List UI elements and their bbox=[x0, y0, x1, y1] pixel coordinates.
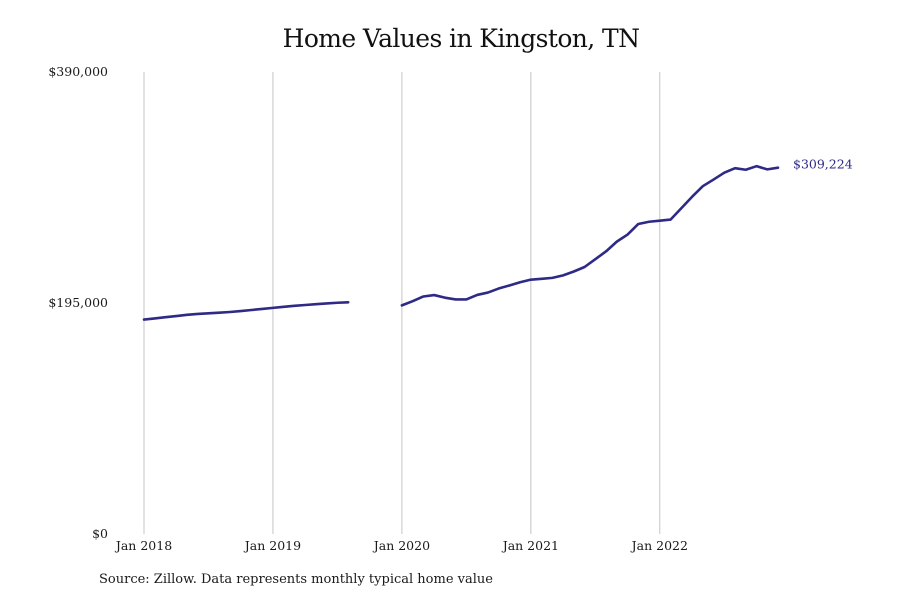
y-tick-label: $0 bbox=[92, 526, 108, 541]
x-axis-ticks: Jan 2018 Jan 2019 Jan 2020 Jan 2021 Jan 2022 bbox=[114, 538, 688, 553]
series-lines bbox=[142, 164, 780, 321]
end-value-label: $309,224 bbox=[793, 157, 853, 172]
x-tick-label: Jan 2021 bbox=[501, 538, 559, 553]
gridlines bbox=[143, 72, 661, 534]
x-tick-label: Jan 2019 bbox=[243, 538, 301, 553]
x-tick-label: Jan 2022 bbox=[630, 538, 688, 553]
end-labels: $309,224 bbox=[793, 157, 853, 172]
y-tick-label: $390,000 bbox=[48, 64, 108, 79]
source-note: Source: Zillow. Data represents monthly … bbox=[99, 572, 493, 587]
y-tick-label: $195,000 bbox=[48, 295, 108, 310]
series-line-segment bbox=[142, 300, 350, 321]
series-line-segment bbox=[400, 164, 780, 307]
x-tick-label: Jan 2020 bbox=[372, 538, 430, 553]
chart-title: Home Values in Kingston, TN bbox=[282, 24, 640, 53]
x-tick-label: Jan 2018 bbox=[114, 538, 172, 553]
y-axis-ticks: $0 $195,000 $390,000 bbox=[48, 64, 108, 541]
